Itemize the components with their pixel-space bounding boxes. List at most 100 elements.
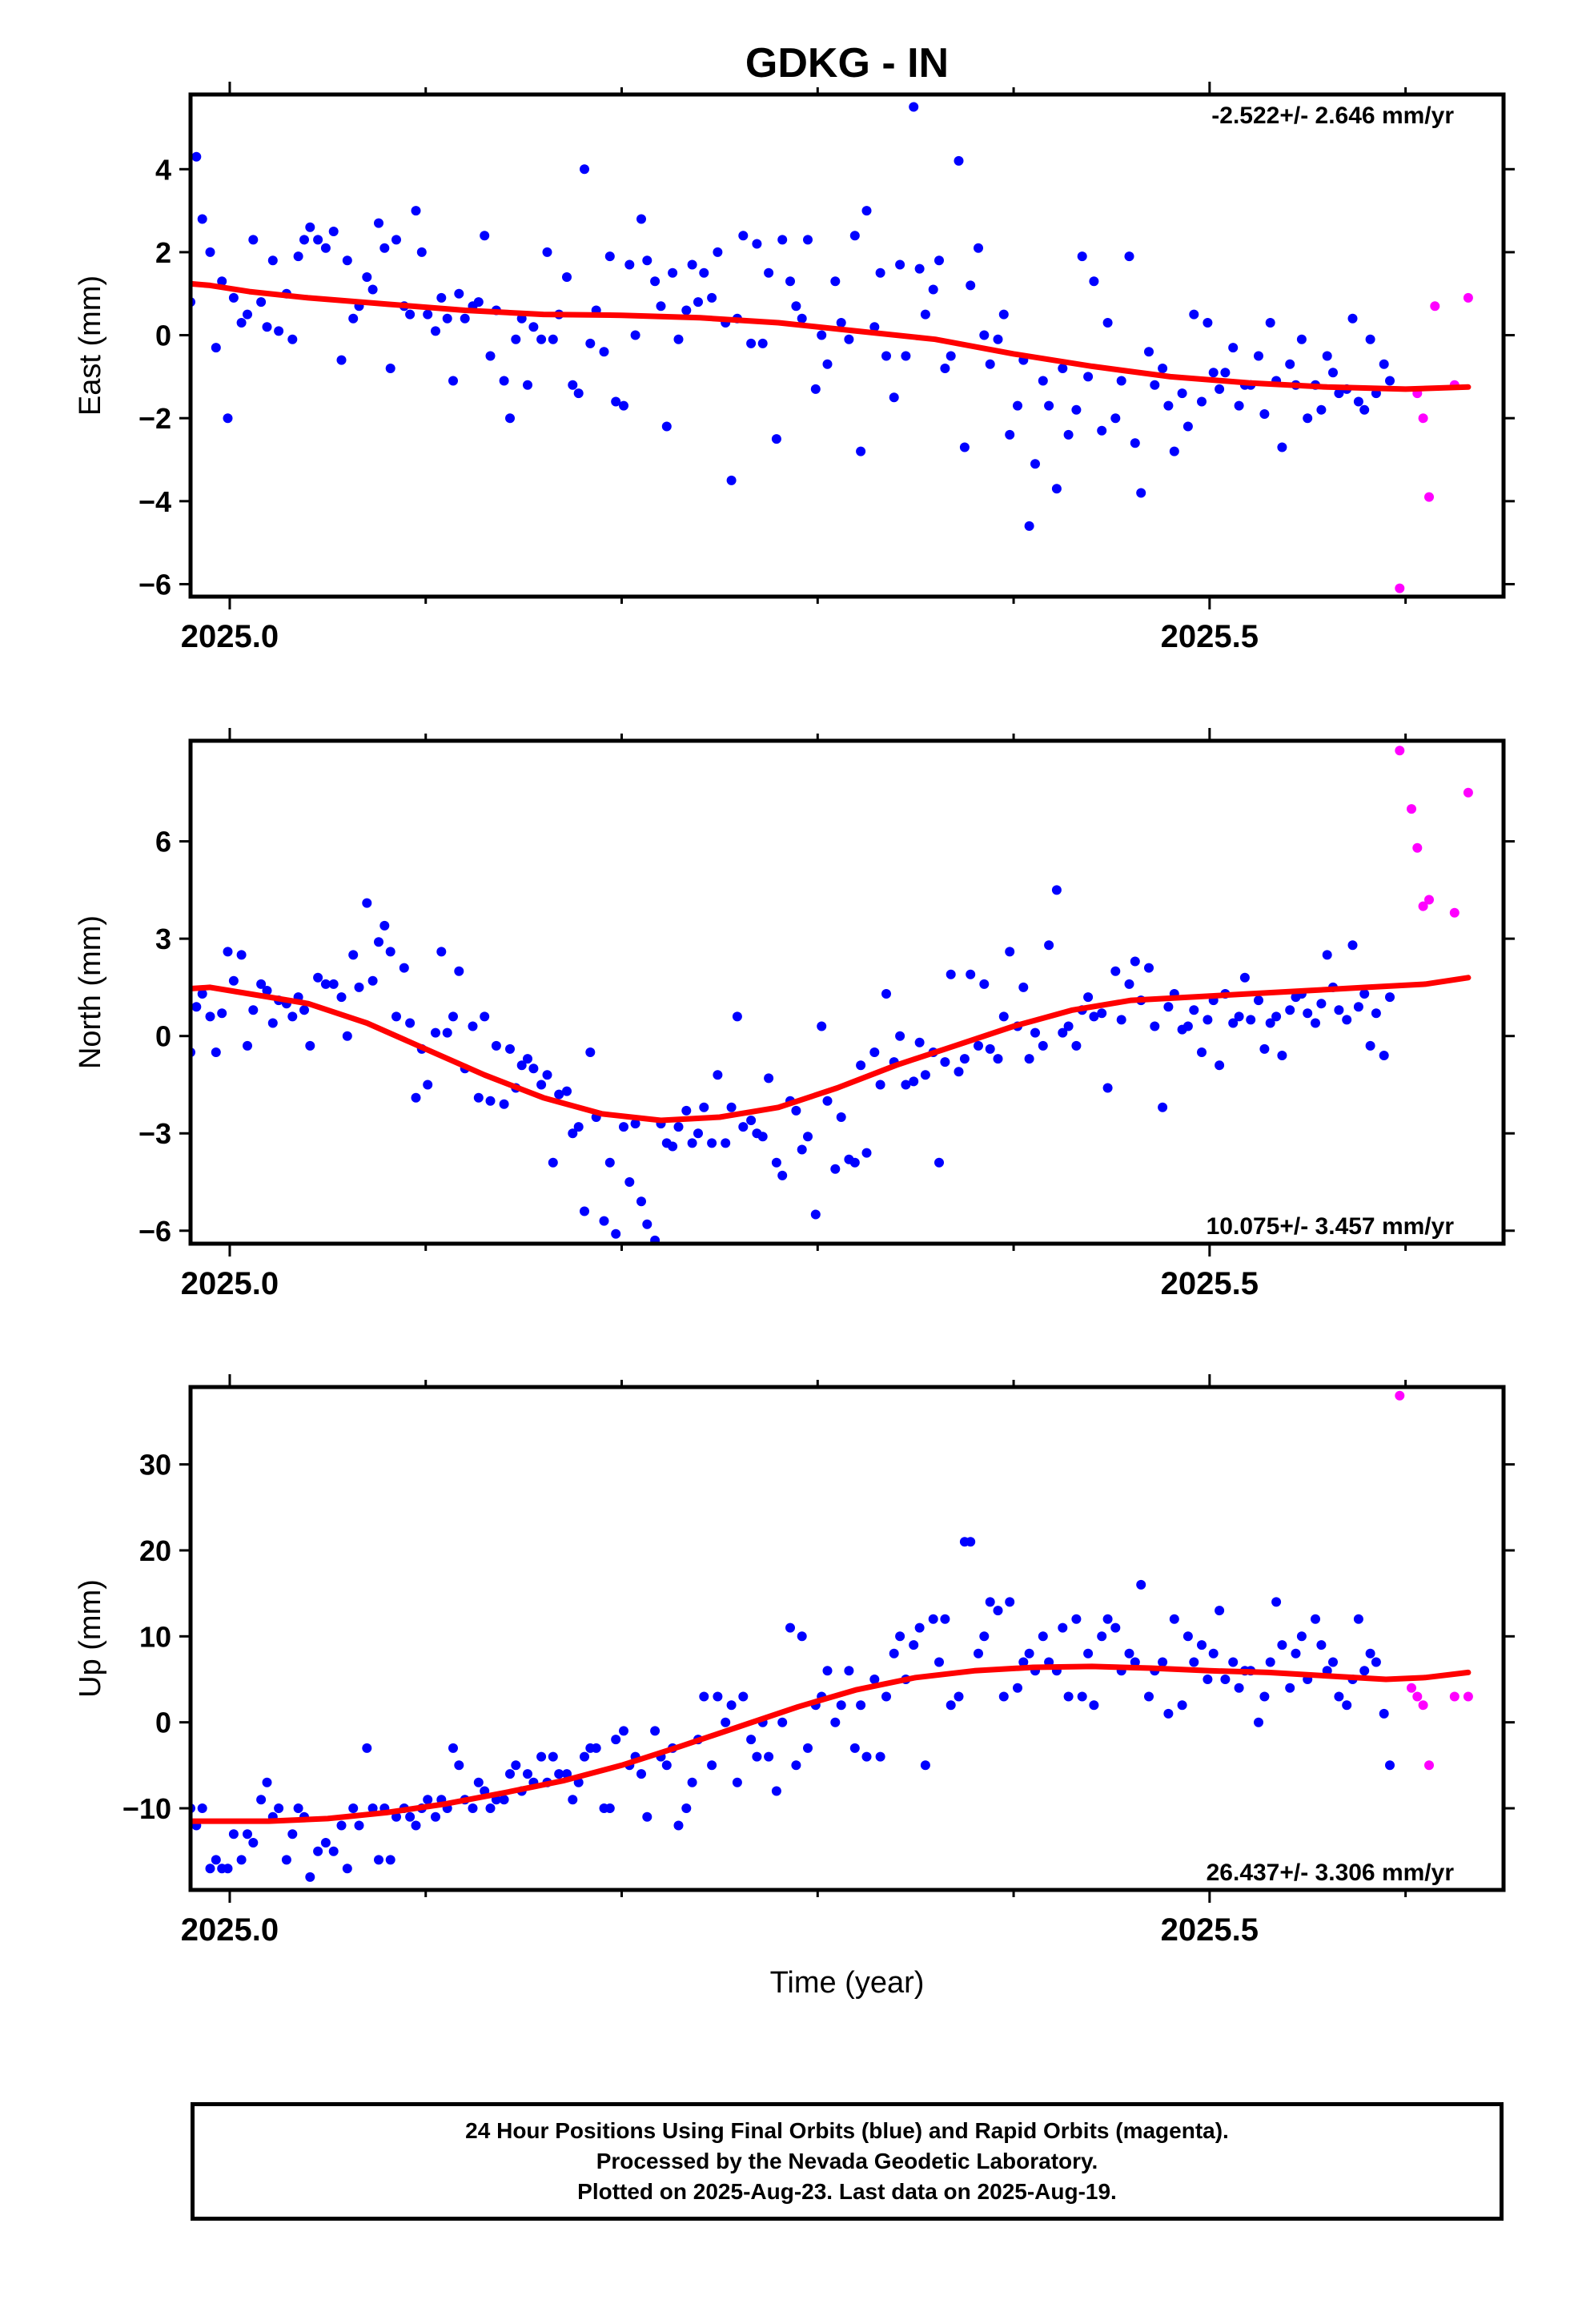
up-panel: −10 0 10 20 30 2025.0 2025.5 Up (mm) 26.437+/- 3… [74,1374,1515,1948]
up-final-point [661,1760,672,1771]
east-final-point [1044,400,1054,411]
up-final-point [391,1811,401,1822]
north-final-point [168,983,178,992]
north-final-point [1347,940,1358,951]
up-final-point [881,1691,891,1702]
up-final-point [861,1751,872,1762]
up-final-point [473,1777,484,1787]
up-final-point [174,1821,183,1831]
up-ytick-label: 20 [139,1534,171,1567]
north-xtick-label: 2025.5 [1161,1266,1259,1301]
up-final-point [752,1751,762,1762]
up-final-point [1063,1691,1074,1702]
north-final-point [379,920,390,931]
north-final-point [721,1138,731,1148]
east-final-point [661,421,672,432]
north-final-point [1342,1015,1352,1025]
east-final-point [619,400,628,411]
east-rapid-point [1395,583,1405,593]
east-final-point [738,231,749,241]
east-final-point [485,351,496,361]
up-final-point [228,1829,239,1839]
up-final-point [1163,1708,1174,1719]
east-final-point [764,267,774,278]
north-ytick-label: 3 [155,923,171,955]
north-final-point [1379,1051,1389,1060]
north-final-point [528,1063,539,1074]
east-ytick-label: −4 [139,485,171,518]
footer-line-1: 24 Hour Positions Using Final Orbits (bl… [465,2118,1229,2143]
up-final-point [205,1864,215,1874]
north-final-point [1058,1027,1068,1038]
north-ytick-label: −6 [139,1215,171,1248]
east-final-point [822,359,833,369]
up-final-point [1254,1717,1263,1727]
north-final-point [174,986,183,995]
north-final-point [299,1005,309,1015]
north-final-point [1385,992,1395,1003]
north-rapid-point [1418,901,1428,911]
east-final-point [1203,318,1213,328]
north-final-point [1246,1015,1256,1025]
up-final-point [197,1803,207,1813]
up-final-point [966,1537,976,1547]
up-final-point [485,1803,496,1813]
east-final-point [1379,359,1389,369]
north-final-point [650,1235,661,1244]
north-final-point [959,1054,970,1064]
north-final-point [1038,1040,1048,1051]
east-ytick-label: −2 [139,402,171,435]
east-final-point [1102,318,1113,328]
up-final-point [1220,1675,1231,1684]
east-final-point [1136,488,1146,498]
north-final-point [1083,992,1094,1003]
east-final-point [817,330,827,340]
footer-line-2: Processed by the Nevada Geodetic Laborat… [596,2149,1098,2173]
east-rate-label: -2.522+/- 2.646 mm/yr [1211,103,1454,129]
up-final-point [591,1743,601,1753]
north-final-point [248,1005,259,1015]
north-final-point [454,966,464,976]
east-final-point [448,376,458,386]
up-final-point [536,1751,547,1762]
east-final-point [416,247,427,257]
east-final-point [248,235,259,245]
up-final-point [1228,1657,1239,1667]
east-final-point [668,267,678,278]
north-rapid-point [1424,895,1434,905]
up-final-point [1285,1683,1295,1693]
up-final-point [1265,1657,1275,1667]
up-final-point [771,1786,781,1796]
up-final-point [1144,1691,1154,1702]
up-rapid-point [1412,1691,1423,1702]
north-final-point [611,1228,621,1239]
east-final-point [411,206,421,216]
east-final-point [1063,429,1074,440]
east-final-point [954,155,964,166]
north-final-point [687,1138,697,1148]
east-final-point [1024,521,1034,531]
north-rapid-point [1407,804,1416,814]
east-final-point [342,255,352,266]
east-final-point [599,347,609,357]
north-final-point [771,1157,781,1168]
east-final-point [480,231,490,241]
north-final-point [861,1148,872,1158]
north-final-point [354,982,364,992]
up-final-point [849,1743,860,1753]
north-final-point [699,1102,709,1112]
up-final-point [256,1795,267,1805]
north-final-point [287,1011,298,1022]
east-final-point [797,313,807,324]
north-final-point [738,1122,749,1132]
north-rapid-point [1463,787,1473,798]
up-final-point [1018,1657,1029,1667]
up-final-point [320,1838,331,1848]
east-final-point [217,276,227,287]
up-final-point [1328,1657,1338,1667]
east-final-point [454,288,464,299]
north-final-point [480,1011,490,1022]
east-final-point [320,243,331,253]
north-final-point [156,983,166,992]
up-final-point [348,1803,359,1813]
